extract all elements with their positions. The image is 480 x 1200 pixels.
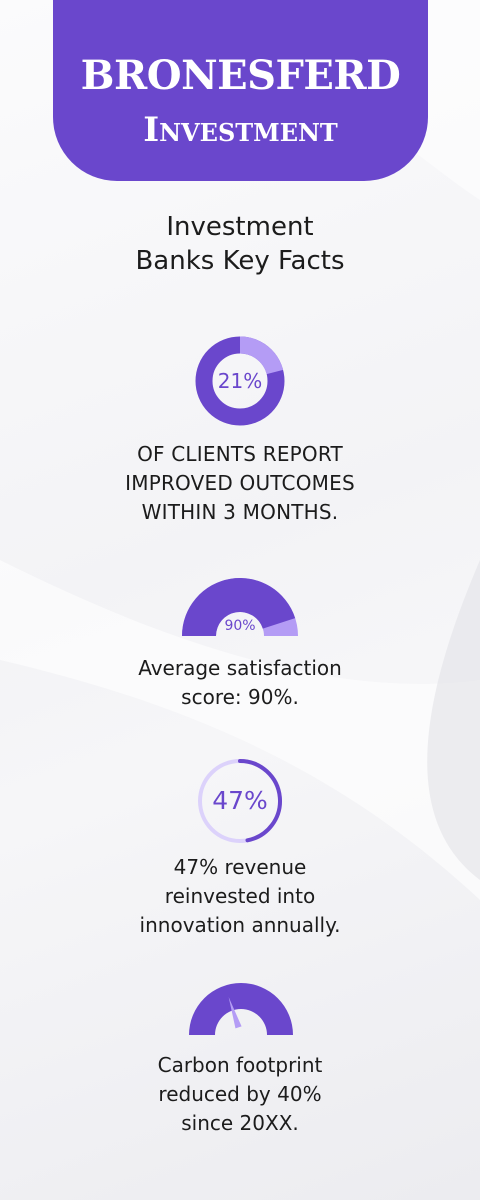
fact-4-line-1: Carbon footprint — [157, 1053, 323, 1077]
donut-gauge-21: 21% — [195, 336, 285, 426]
fact-1-line-3: WITHIN 3 MONTHS. — [141, 500, 339, 524]
speedometer-gauge-40 — [189, 983, 293, 1035]
fact-1-text: OF CLIENTS REPORT IMPROVED OUTCOMES WITH… — [90, 440, 390, 527]
speedometer-arc — [189, 983, 293, 1035]
donut-fill — [239, 336, 284, 375]
half-gauge-fill — [182, 578, 296, 636]
fact-2-line-2: score: 90%. — [181, 685, 299, 709]
half-gauge-value-label: 90% — [224, 618, 255, 634]
half-gauge-90: 90% — [182, 578, 298, 636]
brand-header: BRONESFERD Investment — [53, 0, 428, 181]
ring-gauge-47: 47% — [198, 759, 282, 843]
ring-value-label: 47% — [212, 786, 268, 815]
page-title-line-2: Banks Key Facts — [135, 246, 345, 276]
fact-3-line-1: 47% revenue — [173, 855, 307, 879]
fact-4-line-2: reduced by 40% — [158, 1082, 322, 1106]
ring-fill — [238, 759, 282, 843]
page-title-line-1: Investment — [166, 212, 314, 242]
brand-name: BRONESFERD — [80, 52, 401, 99]
fact-4-line-3: since 20XX. — [181, 1111, 299, 1135]
donut-value-label: 21% — [218, 369, 262, 393]
fact-3-line-3: innovation annually. — [139, 913, 341, 937]
brand-subtitle: Investment — [143, 110, 338, 150]
fact-4-text: Carbon footprint reduced by 40% since 20… — [90, 1051, 390, 1138]
page-title: Investment Banks Key Facts — [90, 210, 390, 278]
speedometer-needle — [228, 996, 242, 1029]
fact-2-line-1: Average satisfaction — [138, 656, 342, 680]
fact-1-line-1: OF CLIENTS REPORT — [137, 442, 343, 466]
fact-3-line-2: reinvested into — [164, 884, 316, 908]
fact-1-line-2: IMPROVED OUTCOMES — [125, 471, 355, 495]
fact-3-text: 47% revenue reinvested into innovation a… — [90, 853, 390, 940]
fact-2-text: Average satisfaction score: 90%. — [90, 654, 390, 712]
